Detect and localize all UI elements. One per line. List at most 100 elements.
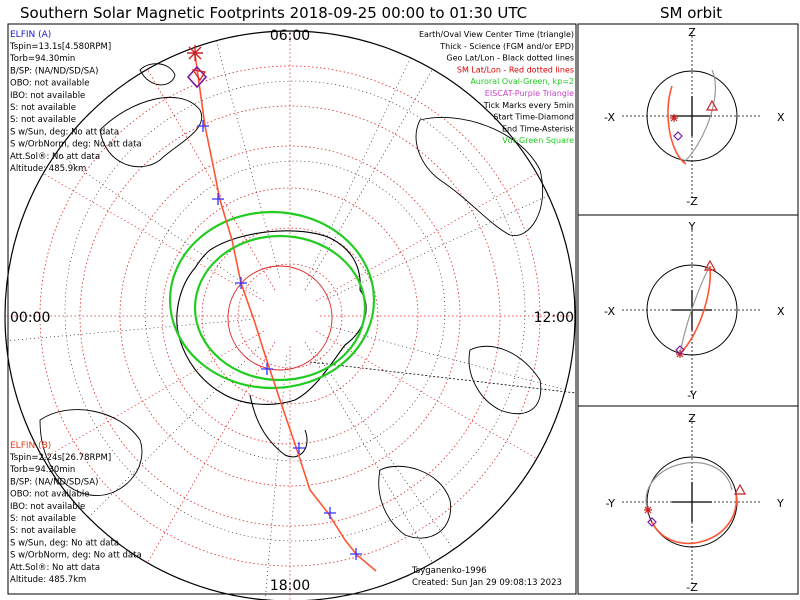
- earth-circle: [646, 264, 738, 356]
- continent-outline: [139, 63, 176, 86]
- orbit-start-diamond: [675, 345, 685, 355]
- orbit-triangle: [733, 483, 747, 495]
- orbit-label-left: -Y: [606, 497, 616, 510]
- track-tick-mark: [261, 363, 273, 375]
- orbit-triangle: [705, 99, 719, 111]
- clock-label-left: 00:00: [10, 310, 50, 326]
- orbit-label-left: -X: [604, 305, 615, 318]
- geo-longitude-line: [6, 319, 251, 342]
- footer-created: Created: Sun Jan 29 09:08:13 2023: [412, 578, 562, 588]
- orbit-path-night: [679, 265, 711, 355]
- orbit-frame: [577, 23, 799, 595]
- geo-longitude-line: [328, 326, 566, 391]
- earth-circle: [646, 70, 738, 162]
- geo-longitude-line: [312, 348, 454, 550]
- legend-item: Geo Lat/Lon - Black dotted lines: [446, 54, 574, 63]
- panel-a-line: S w/OrbNorm, deg: No att data: [10, 140, 142, 150]
- info-panel-b: ELFIN (B) Tspin=2.24s[26.78RPM] Torb=94.3…: [9, 441, 142, 585]
- orbit-start-diamond: [673, 131, 683, 141]
- auroral-oval-inner: [193, 234, 367, 382]
- info-panel-a: ELFIN (A) Tspin=13.1s[4.580RPM] Torb=94.3…: [9, 30, 142, 174]
- panel-b-line: S: not available: [10, 526, 76, 536]
- sm-longitude-line: [315, 173, 537, 302]
- auroral-oval-outer: [168, 210, 376, 390]
- track-tick-mark: [350, 548, 362, 560]
- footprint-track: [194, 53, 377, 572]
- orbit-path-science: [667, 85, 687, 165]
- legend-item: Start Time-Diamond: [493, 113, 574, 122]
- legend-item: Tick Marks every 5min: [483, 101, 574, 110]
- continent-outline: [99, 96, 203, 168]
- clock-label-top: 06:00: [270, 28, 310, 44]
- sm-longitude-line: [147, 69, 276, 291]
- orbit-label-right: X: [777, 305, 785, 318]
- legend-item: End Time-Asterisk: [502, 124, 574, 133]
- orbit-label-right: X: [777, 111, 785, 124]
- clock-label-right: 12:00: [534, 310, 574, 326]
- view-center-triangle: [191, 69, 207, 82]
- legend: Earth/Oval View Center Time (triangle) Th…: [419, 30, 574, 145]
- orbit-label-bottom: -Y: [687, 389, 697, 402]
- panel-a-line: Att.Sol®: No att data: [10, 152, 100, 162]
- geo-longitude-line: [56, 152, 258, 294]
- orbit-label-top: Z: [688, 26, 696, 39]
- panel-b-line: Torb=94.30min: [9, 465, 75, 475]
- orbit-label-top: Y: [688, 220, 696, 233]
- legend-item: Vdt-Green Square: [502, 136, 574, 145]
- sm-longitude-line: [43, 330, 265, 459]
- footer-author: Tsyganenko-1996: [411, 566, 487, 576]
- sm-longitude-line: [304, 341, 433, 563]
- orbit-end-asterisk: [644, 506, 652, 514]
- panel-b-line: S: not available: [10, 514, 76, 524]
- track-tick-mark: [324, 507, 336, 519]
- figure-title: Southern Solar Magnetic Footprints 2018-…: [20, 4, 527, 22]
- orbit-path-night: [645, 462, 733, 513]
- geo-longitude-line: [326, 195, 549, 300]
- geo-longitude-line: [264, 355, 287, 600]
- orbit-label-bottom: -Z: [686, 195, 698, 208]
- orbit-path-science: [679, 265, 712, 355]
- legend-item: SM Lat/Lon - Red dotted lines: [457, 65, 574, 74]
- legend-item: Thick - Science (FGM and/or EPD): [439, 42, 574, 51]
- track-tick-mark: [235, 277, 247, 289]
- panel-a-line: S: not available: [10, 115, 76, 125]
- panel-b-name: ELFIN (B): [10, 441, 51, 451]
- antarctica-coastline: [176, 230, 367, 405]
- orbit-start-diamond: [647, 517, 657, 527]
- sm-longitude-line: [147, 341, 276, 563]
- continent-outline: [415, 117, 544, 236]
- panel-a-line: S: not available: [10, 103, 76, 113]
- geo-dateline: [309, 361, 577, 394]
- sm-longitude-line: [304, 69, 433, 291]
- continent-outline: [39, 409, 143, 496]
- orbit-panel: Z -Z -X X: [604, 26, 785, 208]
- panel-a-line: IBO: not available: [10, 91, 85, 101]
- sm-latitude-circle: [201, 227, 379, 405]
- panel-a-line: B/SP: (NA/ND/SD/SA): [10, 66, 98, 76]
- geo-latitude-circle: [144, 160, 446, 462]
- end-asterisk: [187, 45, 203, 61]
- map-boundary: [4, 30, 576, 600]
- panel-b-line: OBO: not available: [10, 490, 89, 500]
- panel-a-name: ELFIN (A): [10, 30, 51, 40]
- legend-item: Earth/Oval View Center Time (triangle): [419, 30, 574, 39]
- orbit-end-asterisk: [670, 114, 678, 122]
- continent-outline: [378, 465, 452, 539]
- panel-b-line: Altitude: 485.7km: [10, 575, 86, 585]
- orbit-path-science: [651, 493, 737, 545]
- track-tick-mark: [197, 120, 209, 132]
- orbit-label-top: Z: [688, 412, 696, 425]
- earth-center-cross: [672, 482, 712, 522]
- panel-a-line: Altitude: 485.9km: [10, 164, 86, 174]
- sm-latitude-circle: [237, 263, 343, 369]
- geo-longitude-line: [306, 57, 411, 280]
- sm-latitude-circle: [161, 187, 419, 445]
- earth-center-cross: [672, 96, 712, 136]
- panel-b-line: IBO: not available: [10, 502, 85, 512]
- orbit-label-bottom: -Z: [686, 581, 698, 594]
- legend-item: Auroral Oval-Green, kp=2: [470, 77, 574, 86]
- polar-map: [4, 30, 577, 600]
- orbit-panels: Z -Z -X X Y -Y -X X Z -Z -Y Y: [604, 26, 785, 594]
- sm-longitude-line: [315, 330, 537, 459]
